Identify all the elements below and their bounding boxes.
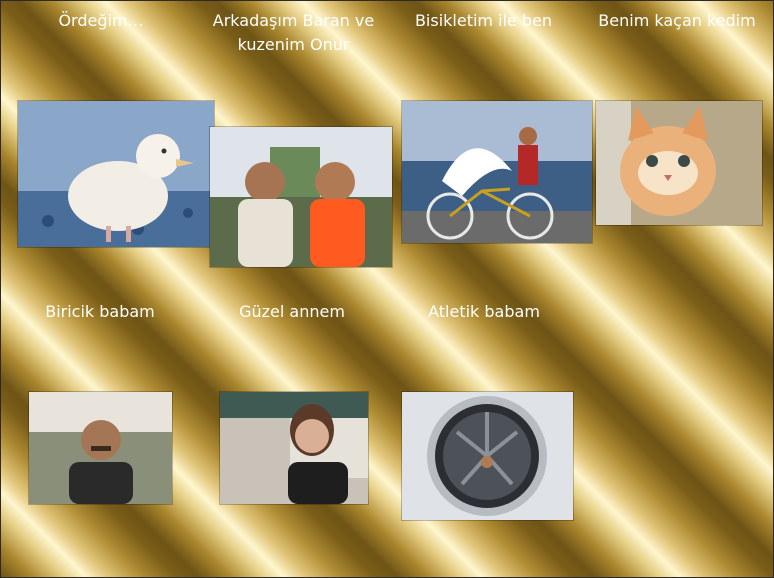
kitten-photo[interactable] [595,100,763,226]
caption-bike: Bisikletim ile ben [414,11,553,30]
caption-friends: Arkadaşım Baran ve kuzenim Onur [212,11,375,54]
father-photo[interactable] [28,391,173,505]
caption-dad: Biricik babam [45,302,155,321]
friends-photo[interactable] [209,126,393,268]
caption-cat: Benim kaçan kedim [598,11,756,30]
caption-mom: Güzel annem [239,302,345,321]
caption-duck: Ördeğim… [58,11,144,30]
bicycle-photo[interactable] [401,100,593,244]
two-boys-photo-icon [210,127,392,267]
mother-portrait-icon [220,392,368,504]
bicycle-photo-icon [402,101,592,243]
engine-photo[interactable] [401,391,574,521]
kitten-photo-icon [596,101,762,225]
duckling-photo[interactable] [17,100,215,248]
caption-athletic-dad: Atletik babam [428,302,540,321]
mother-photo[interactable] [219,391,369,505]
father-portrait-icon [29,392,172,504]
jet-engine-photo-icon [402,392,573,520]
duckling-photo-icon [18,101,214,247]
